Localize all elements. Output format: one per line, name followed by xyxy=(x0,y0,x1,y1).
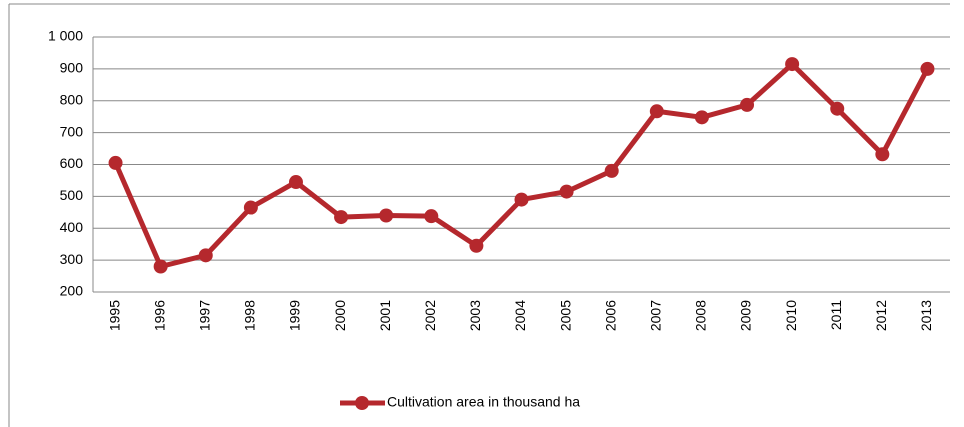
point-marker xyxy=(334,210,349,225)
x-tick-label: 2001 xyxy=(377,300,393,331)
x-tick-label: 1998 xyxy=(242,300,258,331)
point-marker xyxy=(875,147,890,162)
x-tick-label: 2005 xyxy=(557,300,573,331)
x-tick-label: 2003 xyxy=(467,300,483,331)
point-marker xyxy=(785,57,800,72)
point-marker xyxy=(559,184,574,199)
x-tick-label: 2013 xyxy=(918,300,934,331)
legend-label: Cultivation area in thousand ha xyxy=(387,394,580,410)
y-tick-label: 1 000 xyxy=(48,28,83,44)
series-line xyxy=(113,61,930,269)
x-tick-label: 1997 xyxy=(196,300,212,331)
point-marker xyxy=(830,101,845,116)
x-tick-label: 2010 xyxy=(783,300,799,331)
x-tick-label: 2000 xyxy=(332,300,348,331)
point-marker xyxy=(920,61,935,76)
point-marker xyxy=(649,104,664,119)
x-tick-label: 2006 xyxy=(602,300,618,331)
legend-marker xyxy=(355,396,369,410)
y-tick-label: 200 xyxy=(60,283,84,299)
x-tick-label: 2002 xyxy=(422,300,438,331)
point-marker xyxy=(469,238,484,253)
x-tick-label: 1999 xyxy=(287,300,303,331)
point-marker xyxy=(694,110,709,125)
x-tick-label: 2004 xyxy=(512,300,528,331)
point-marker xyxy=(514,192,529,207)
y-tick-label: 700 xyxy=(60,123,84,139)
point-marker xyxy=(108,155,123,170)
x-tick-label: 1995 xyxy=(106,300,122,331)
x-tick-label: 2012 xyxy=(873,300,889,331)
y-tick-label: 500 xyxy=(60,187,84,203)
x-tick-label: 1996 xyxy=(151,300,167,331)
x-tick-label: 2008 xyxy=(693,300,709,331)
point-marker xyxy=(379,208,394,223)
point-marker xyxy=(740,97,755,112)
point-marker xyxy=(424,209,439,224)
y-tick-label: 800 xyxy=(60,91,84,107)
point-marker xyxy=(198,248,213,263)
point-marker xyxy=(153,259,168,274)
y-tick-label: 400 xyxy=(60,219,84,235)
y-tick-label: 300 xyxy=(60,251,84,267)
point-marker xyxy=(288,175,303,190)
y-tick-label: 600 xyxy=(60,155,84,171)
x-tick-label: 2009 xyxy=(738,300,754,331)
x-tick-label: 2011 xyxy=(828,300,844,330)
point-marker xyxy=(243,200,258,215)
y-tick-label: 900 xyxy=(60,60,84,76)
point-marker xyxy=(604,163,619,178)
x-tick-label: 2007 xyxy=(648,300,664,331)
